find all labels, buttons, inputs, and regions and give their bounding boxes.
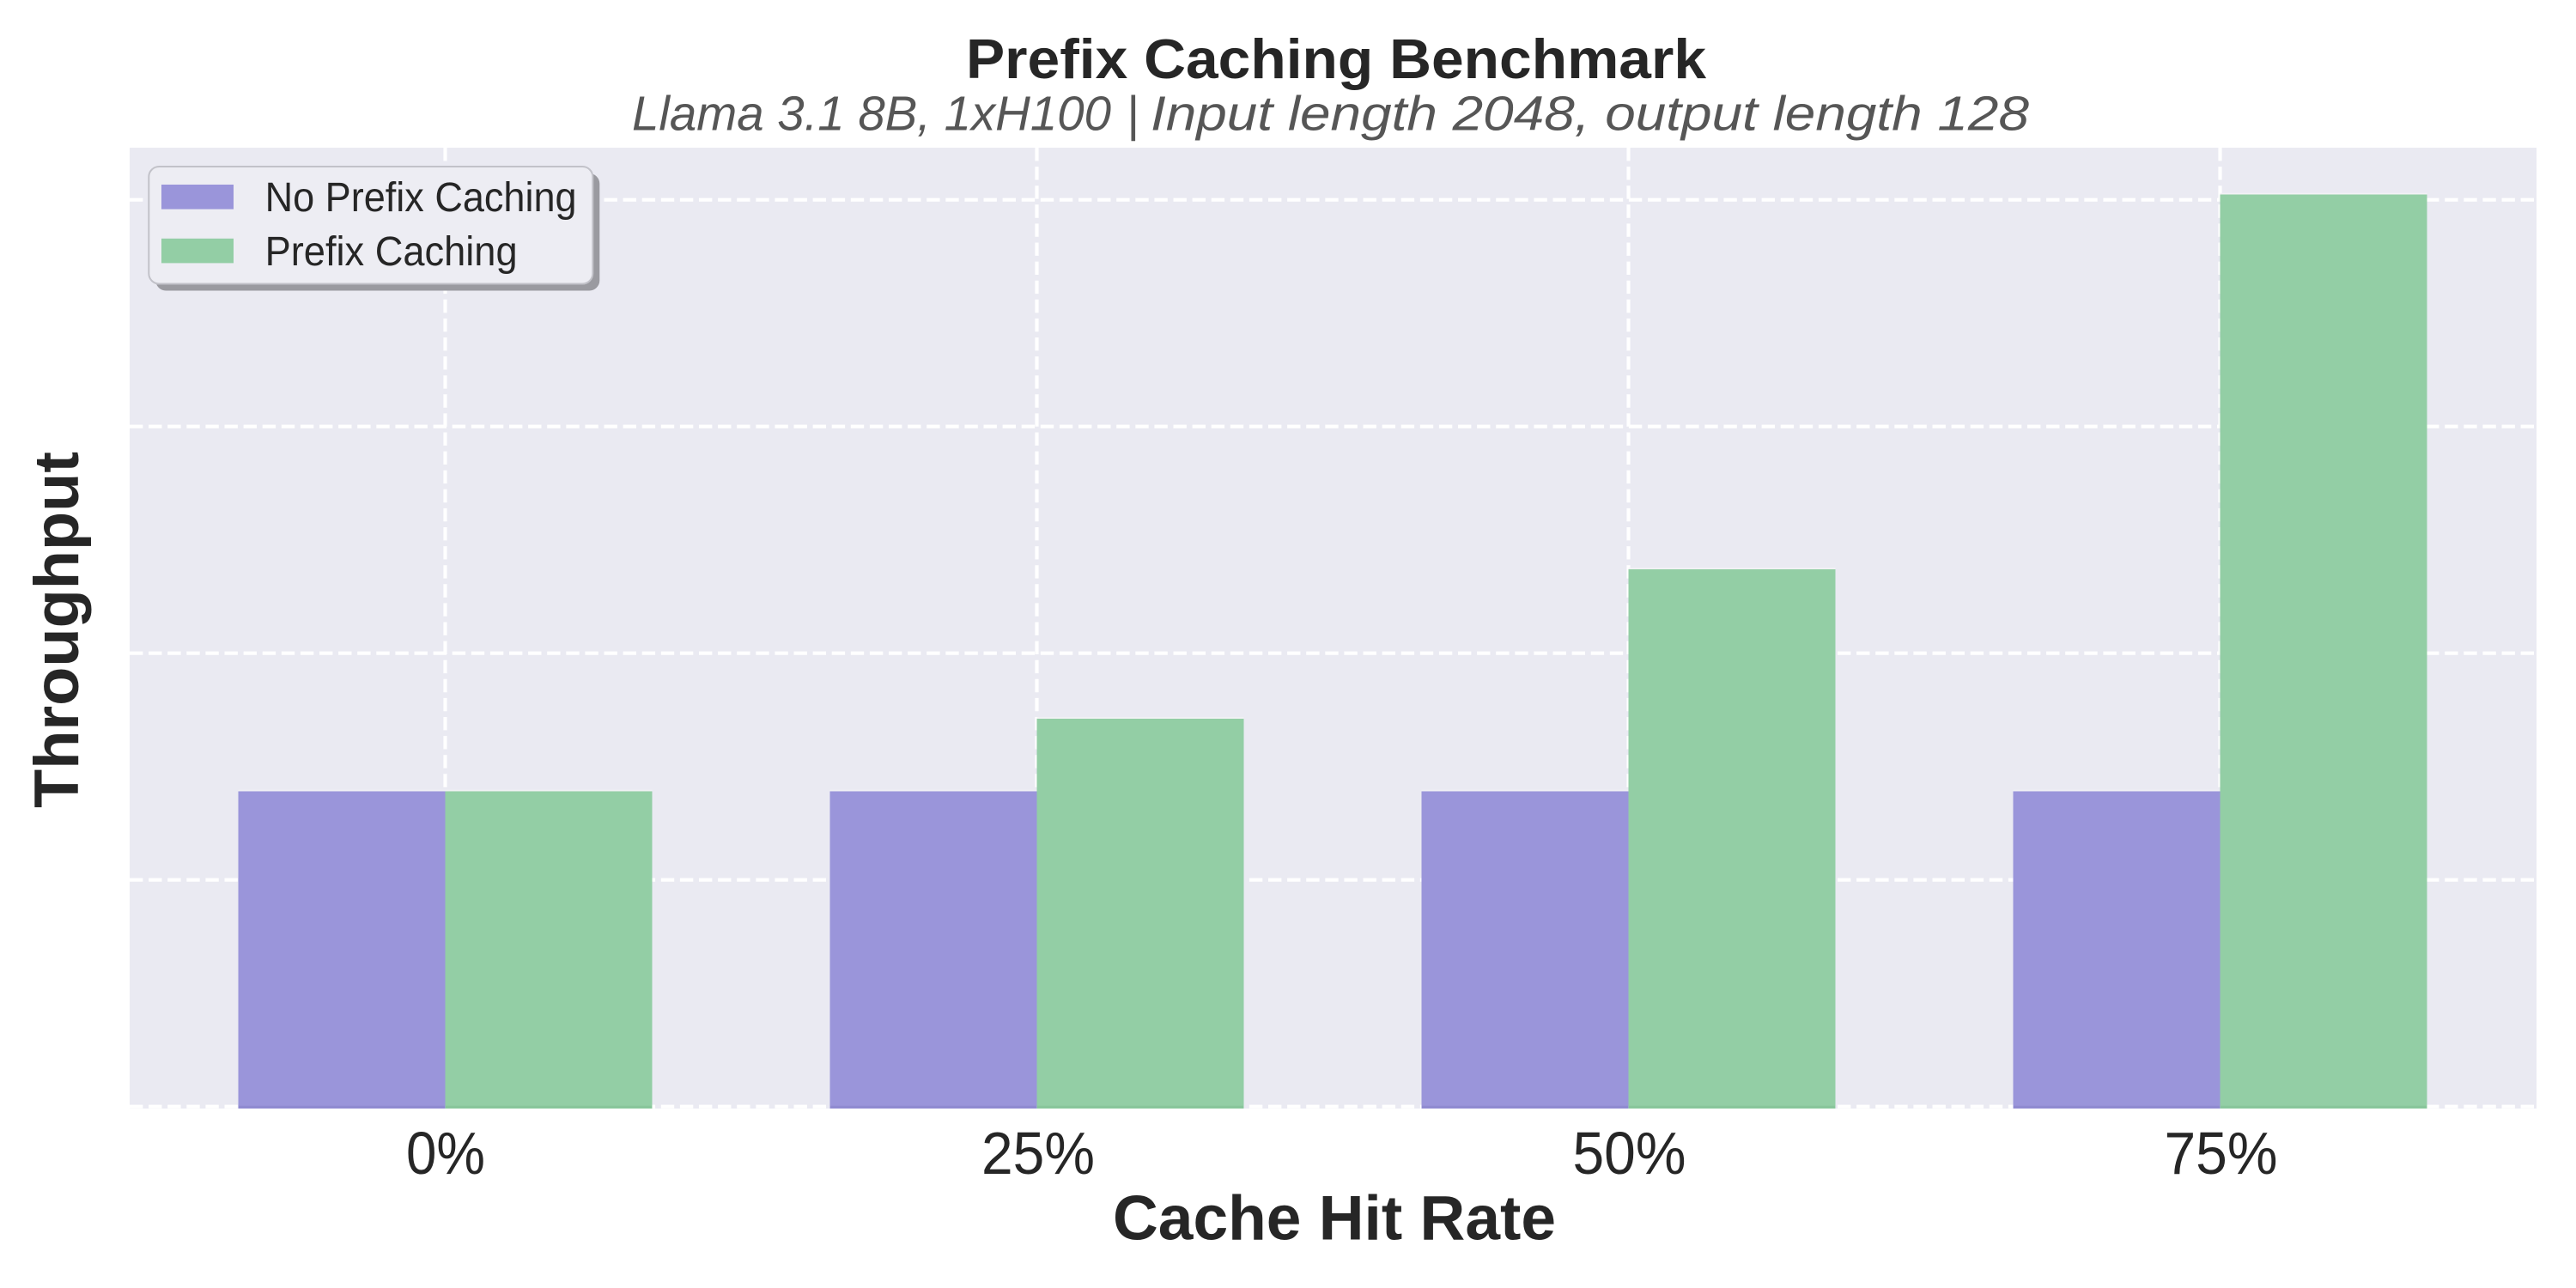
svg-text:Prefix Caching: Prefix Caching [265,229,518,275]
svg-text:75%: 75% [2165,1120,2278,1187]
svg-text:0%: 0% [406,1120,485,1187]
svg-text:50%: 50% [1573,1120,1686,1187]
svg-text:Throughput: Throughput [22,452,92,808]
svg-text:Prefix Caching Benchmark: Prefix Caching Benchmark [966,27,1707,90]
svg-text:No Prefix Caching: No Prefix Caching [265,175,577,221]
svg-text:Llama 3.1 8B, 1xH100: Llama 3.1 8B, 1xH100 [632,86,1111,140]
svg-text:Cache Hit Rate: Cache Hit Rate [1113,1183,1556,1253]
svg-text:Input length 2048, output leng: Input length 2048, output length 128 [1151,86,2030,140]
svg-text:25%: 25% [981,1120,1095,1187]
svg-text:|: | [1127,86,1139,141]
